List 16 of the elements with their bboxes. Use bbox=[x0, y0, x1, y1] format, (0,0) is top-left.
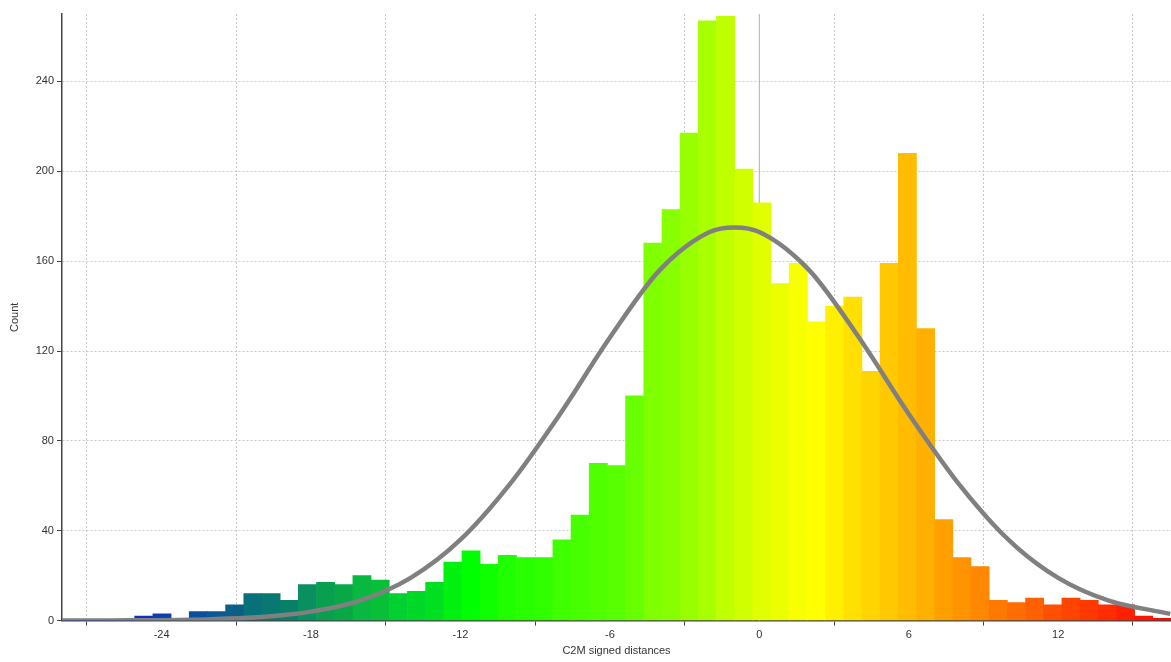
x-axis-title: C2M signed distances bbox=[562, 644, 672, 657]
y-tick-label: 200 bbox=[35, 164, 54, 177]
x-tick-label: -12 bbox=[452, 628, 469, 641]
x-tick-label: 0 bbox=[756, 628, 763, 641]
x-tick-label: -18 bbox=[303, 628, 319, 641]
x-tick-label: 6 bbox=[905, 628, 912, 641]
y-tick-label: 160 bbox=[35, 254, 54, 267]
x-tick-label: 12 bbox=[1052, 628, 1065, 641]
y-tick-label: 120 bbox=[35, 344, 54, 357]
y-tick-label: 240 bbox=[35, 74, 54, 87]
y-tick-label: 40 bbox=[41, 523, 54, 536]
y-tick-label: 0 bbox=[47, 613, 54, 626]
x-tick-label: -6 bbox=[605, 628, 615, 641]
y-axis-title: Count bbox=[7, 302, 20, 332]
y-tick-label: 80 bbox=[41, 433, 54, 446]
x-tick-label: -24 bbox=[153, 628, 170, 641]
